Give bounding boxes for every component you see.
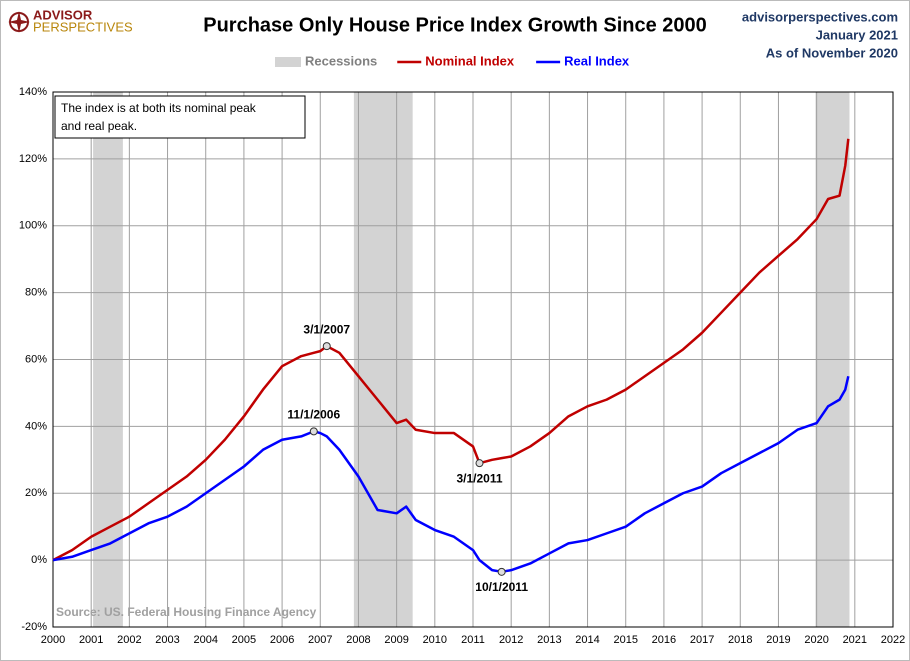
x-tick-label: 2020: [804, 634, 828, 646]
y-tick-label: 60%: [25, 353, 47, 365]
x-tick-label: 2011: [461, 634, 485, 646]
x-tick-label: 2021: [843, 634, 867, 646]
annotation-point: [475, 459, 484, 468]
source: Source: US. Federal Housing Finance Agen…: [56, 605, 317, 619]
x-tick-label: 2003: [155, 634, 179, 646]
annotation-point: [497, 567, 506, 576]
y-tick-label: 120%: [19, 153, 47, 165]
series-line: [52, 375, 850, 574]
x-tick-label: 2013: [537, 634, 561, 646]
annotation-point: [309, 427, 318, 436]
y-tick-label: 100%: [19, 220, 47, 232]
x-tick-label: 2019: [766, 634, 790, 646]
x-tick-label: 2015: [613, 634, 637, 646]
y-tick-label: 140%: [19, 86, 47, 98]
x-tick-label: 2006: [270, 634, 294, 646]
series-line: [52, 138, 850, 562]
note-text: and real peak.: [61, 119, 137, 133]
y-tick-label: 20%: [25, 487, 47, 499]
x-tick-label: 2002: [117, 634, 141, 646]
x-tick-label: 2009: [384, 634, 408, 646]
legend-swatch: [275, 57, 301, 67]
brand: ADVISOR: [33, 7, 93, 22]
x-tick-label: 2008: [346, 634, 370, 646]
x-tick-label: 2017: [690, 634, 714, 646]
logo: [8, 11, 30, 33]
y-tick-label: -20%: [21, 621, 47, 633]
x-tick-label: 2004: [193, 634, 217, 646]
chart-title: Purchase Only House Price Index Growth S…: [203, 14, 707, 36]
y-tick-label: 0%: [31, 554, 47, 566]
site: advisorperspectives.com: [742, 9, 898, 24]
x-tick-label: 2014: [575, 634, 599, 646]
note-text: The index is at both its nominal peak: [61, 101, 257, 115]
x-tick-label: 2022: [881, 634, 905, 646]
annotation-label: 3/1/2007: [303, 322, 350, 336]
y-tick-label: 80%: [25, 287, 47, 299]
annotation-point: [322, 342, 331, 351]
date: January 2021: [816, 27, 898, 42]
x-tick-label: 2001: [79, 634, 103, 646]
legend-label: Recessions: [305, 53, 377, 68]
x-tick-label: 2018: [728, 634, 752, 646]
x-tick-label: 2000: [41, 634, 65, 646]
brand: PERSPECTIVES: [33, 19, 133, 34]
annotation-label: 11/1/2006: [287, 408, 340, 422]
legend: Recessions Nominal Index Real Index: [275, 53, 630, 68]
x-tick-label: 2010: [423, 634, 447, 646]
x-tick-label: 2016: [652, 634, 676, 646]
x-tick-label: 2012: [499, 634, 523, 646]
legend-label: Nominal Index: [425, 53, 515, 68]
annotation-label: 10/1/2011: [475, 580, 528, 594]
legend-label: Real Index: [564, 53, 630, 68]
as-of: As of November 2020: [766, 45, 898, 60]
note-box: [54, 95, 306, 139]
plot-border: [52, 91, 894, 628]
x-tick-label: 2007: [308, 634, 332, 646]
x-tick-label: 2005: [232, 634, 256, 646]
annotation-label: 3/1/2011: [456, 471, 502, 485]
y-tick-label: 40%: [25, 420, 47, 432]
